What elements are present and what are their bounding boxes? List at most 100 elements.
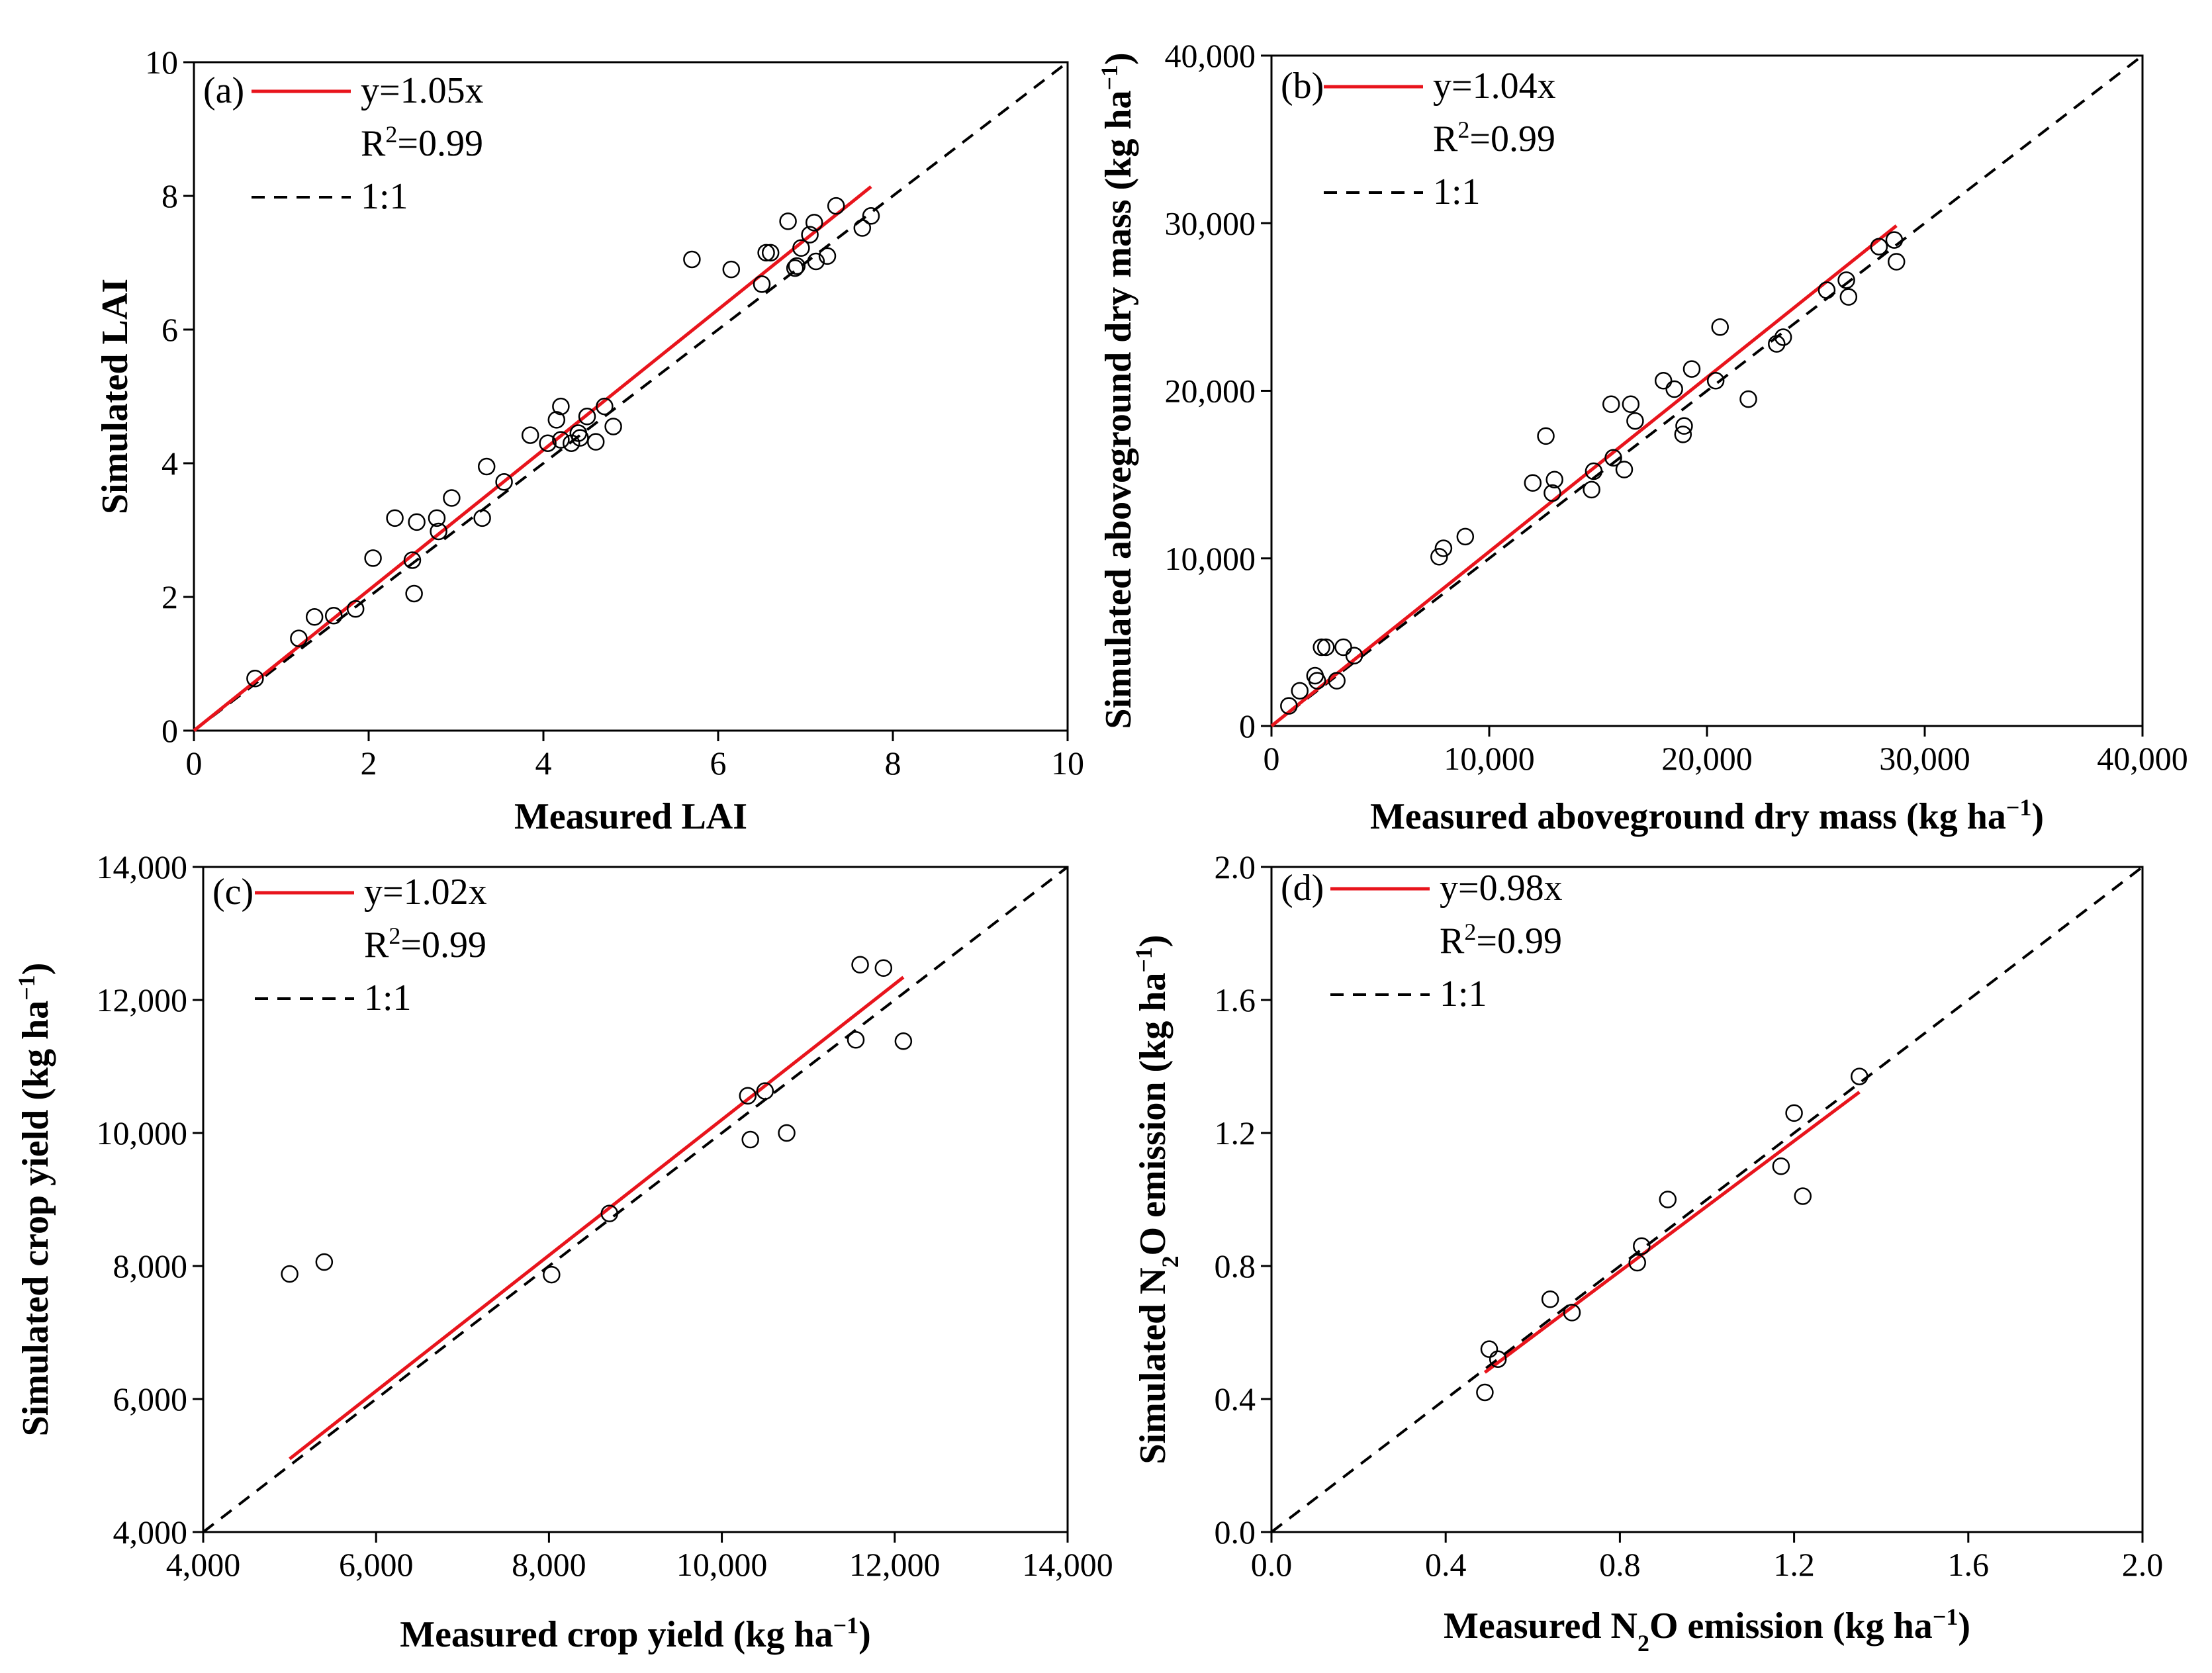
panel-label: (d) xyxy=(1281,868,1324,909)
data-point xyxy=(874,959,893,977)
data-point xyxy=(1774,328,1792,346)
data-point xyxy=(786,259,804,277)
plot-frame xyxy=(193,61,1069,732)
data-point xyxy=(753,275,771,293)
y-tick-label: 8 xyxy=(161,177,178,214)
y-axis-label: Simulated aboveground dry mass (kg ha−1) xyxy=(1096,52,1139,729)
data-point xyxy=(386,509,404,527)
legend-fit-label: y=1.04x xyxy=(1433,66,1556,107)
fit-line xyxy=(1483,1091,1861,1374)
data-point xyxy=(1345,647,1363,664)
x-tick-label: 10,000 xyxy=(676,1546,768,1583)
y-tick-label: 4 xyxy=(161,445,178,482)
x-axis-label: Measured LAI xyxy=(514,796,747,837)
chart-panel-b: 0 10,000 20,000 30,000 40,000 0 10,000 20,000 30… xyxy=(1096,37,2188,837)
x-tick-label: 20,000 xyxy=(1661,740,1753,777)
y-tick-label: 2.0 xyxy=(1215,848,1256,885)
x-tick-label: 4,000 xyxy=(166,1546,241,1583)
data-point xyxy=(552,397,570,416)
fit-line xyxy=(289,975,905,1461)
y-tick-label: 6,000 xyxy=(113,1380,188,1418)
data-point xyxy=(1308,672,1326,690)
data-point xyxy=(779,212,797,230)
legend-r2: R2=0.99 xyxy=(1433,116,1555,159)
data-point xyxy=(778,1124,796,1142)
x-tick-label: 1.6 xyxy=(1948,1546,1990,1583)
legend-fit-label: y=1.02x xyxy=(364,872,487,913)
data-point xyxy=(801,226,819,244)
x-tick-label: 14,000 xyxy=(1022,1546,1113,1583)
data-point xyxy=(1622,395,1640,414)
fit-line xyxy=(1270,224,1898,727)
y-tick-label: 6 xyxy=(161,311,178,348)
x-tick-label: 0.4 xyxy=(1425,1546,1467,1583)
legend-r2: R2=0.99 xyxy=(1440,919,1562,962)
data-point xyxy=(1659,1191,1677,1208)
y-tick-label: 2 xyxy=(161,578,178,615)
data-point xyxy=(1456,527,1475,546)
y-tick-label: 8,000 xyxy=(113,1247,188,1285)
y-tick-label: 30,000 xyxy=(1165,204,1256,242)
data-point xyxy=(290,629,308,647)
x-tick-label: 30,000 xyxy=(1879,740,1970,777)
y-tick-label: 0.8 xyxy=(1215,1247,1256,1285)
data-point xyxy=(1675,417,1693,435)
data-point xyxy=(1602,395,1620,414)
data-point xyxy=(1674,426,1692,443)
data-point xyxy=(586,433,605,451)
legend-r2: R2=0.99 xyxy=(364,923,486,966)
panel-label: (b) xyxy=(1281,66,1324,107)
data-point xyxy=(1768,335,1786,353)
panel-label: (c) xyxy=(212,872,253,913)
data-point xyxy=(851,956,869,973)
y-tick-label: 12,000 xyxy=(97,981,188,1018)
data-point xyxy=(430,522,447,541)
data-point xyxy=(1628,1253,1646,1272)
legend-fit-label: y=1.05x xyxy=(361,70,484,111)
data-point xyxy=(364,549,382,567)
data-point xyxy=(741,1130,759,1149)
data-point xyxy=(683,250,701,269)
data-point xyxy=(756,1082,774,1100)
x-axis-label: Measured aboveground dry mass (kg ha−1) xyxy=(1370,794,2044,837)
data-point xyxy=(403,551,422,569)
chart-panel-d: 0.0 0.4 0.8 1.2 1.6 2.0 0.0 0.4 0.8 1.2 1.6 2.0 (d) y… xyxy=(1130,848,2163,1656)
one-to-one-line xyxy=(1270,866,2144,1533)
data-point xyxy=(604,418,622,435)
data-point xyxy=(346,600,365,618)
data-point xyxy=(1772,1157,1790,1175)
data-point xyxy=(1480,1340,1498,1358)
data-point xyxy=(827,197,845,215)
y-tick-label: 0.0 xyxy=(1215,1514,1256,1551)
y-tick-label: 4,000 xyxy=(113,1514,188,1551)
data-point xyxy=(1794,1187,1812,1205)
data-point xyxy=(788,257,806,275)
x-tick-label: 0 xyxy=(1264,740,1280,777)
data-point xyxy=(1537,427,1555,445)
data-point xyxy=(853,219,872,237)
data-point xyxy=(1545,471,1563,488)
x-tick-label: 2.0 xyxy=(2122,1546,2164,1583)
data-point xyxy=(739,1087,757,1105)
data-point xyxy=(1682,360,1701,378)
panel-label: (a) xyxy=(203,70,244,111)
x-tick-label: 6,000 xyxy=(339,1546,414,1583)
chart-panel-c: 4,000 6,000 8,000 10,000 12,000 14,000 4,000 6,… xyxy=(13,848,1113,1655)
x-tick-label: 10,000 xyxy=(1444,740,1535,777)
data-point xyxy=(1711,318,1729,336)
data-point xyxy=(596,397,614,416)
data-point xyxy=(761,244,780,262)
data-point xyxy=(443,489,461,507)
data-point xyxy=(807,252,825,271)
data-point xyxy=(1818,281,1836,299)
data-point xyxy=(1654,372,1673,390)
y-tick-label: 0 xyxy=(1239,707,1256,745)
data-point xyxy=(1839,288,1858,306)
x-axis-label: Measured crop yield (kg ha−1) xyxy=(400,1612,871,1655)
legend-one-to-one-label: 1:1 xyxy=(1440,973,1487,1015)
y-axis-label: Simulated LAI xyxy=(95,279,136,514)
data-point xyxy=(1524,474,1542,492)
y-tick-label: 1.6 xyxy=(1215,981,1256,1018)
data-point xyxy=(1604,449,1622,467)
